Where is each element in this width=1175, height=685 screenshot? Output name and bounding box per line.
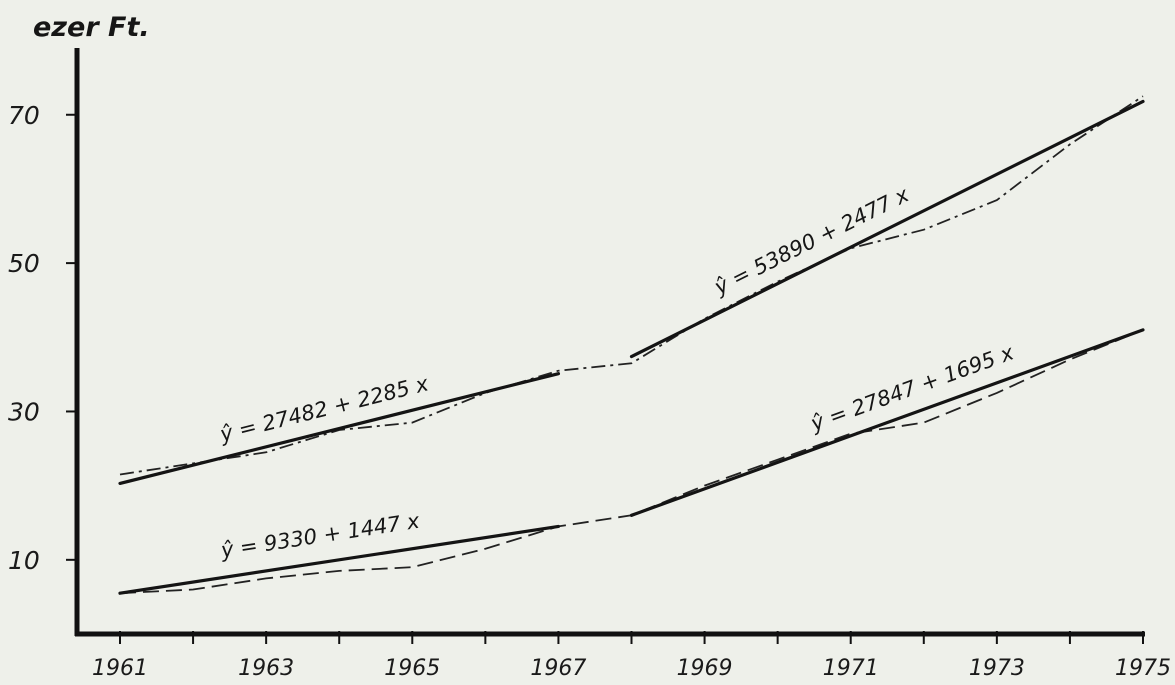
trend-line-3 (118, 524, 561, 595)
data-series (119, 95, 1144, 595)
trend-line-4 (629, 328, 1145, 517)
trend-equation-3: ŷ = 9330 + 1447 x (218, 509, 421, 563)
x-tick-label: 1967 (530, 656, 586, 681)
x-tick-label: 1975 (1115, 656, 1171, 681)
series-line-1 (119, 95, 1144, 476)
trend-lines (118, 99, 1145, 595)
y-ticks: 10 30 50 70 (8, 101, 78, 575)
trend-line-1 (118, 372, 561, 486)
x-tick-label: 1963 (238, 656, 294, 681)
x-tick-label: 1973 (969, 656, 1025, 681)
x-tick-label: 1971 (823, 656, 879, 681)
trend-line-2 (629, 99, 1145, 359)
x-ticks: 1961 1963 1965 1967 1969 1971 1973 1975 (92, 631, 1171, 681)
y-tick-label: 10 (8, 546, 40, 575)
y-axis-title: ezer Ft. (33, 12, 150, 43)
trend-equation-2: ŷ = 53890 + 2477 x (710, 182, 913, 300)
x-tick-label: 1965 (384, 656, 440, 681)
equation-labels: ŷ = 27482 + 2285 xŷ = 53890 + 2477 xŷ = … (217, 182, 1018, 563)
x-tick-label: 1969 (677, 656, 733, 681)
y-tick-label: 70 (8, 101, 40, 130)
x-tick-label: 1961 (92, 656, 148, 681)
y-tick-label: 30 (8, 397, 40, 426)
y-tick-label: 50 (8, 249, 40, 278)
